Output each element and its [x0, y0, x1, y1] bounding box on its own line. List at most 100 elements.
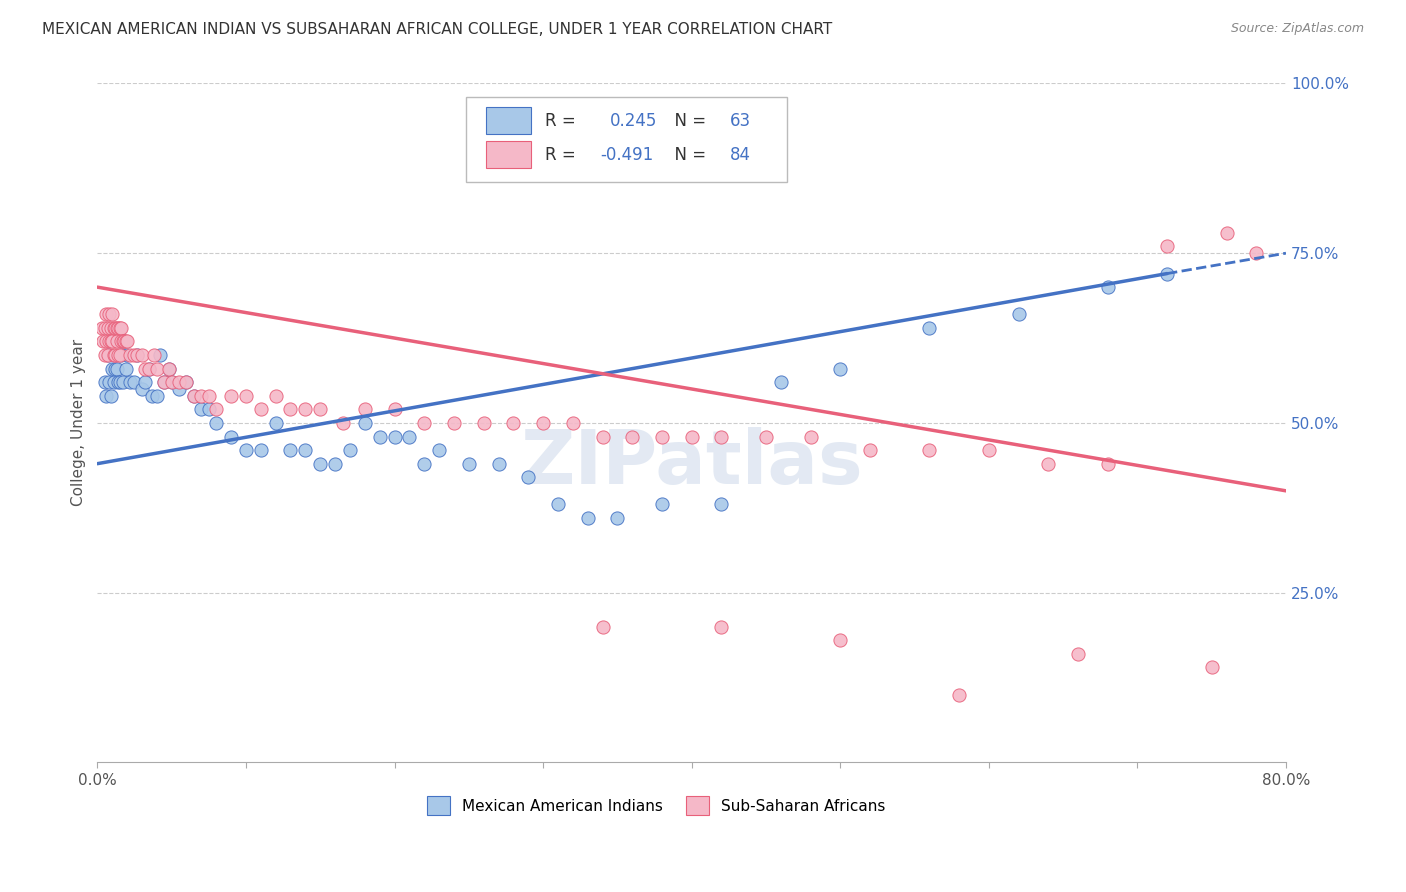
Point [488, 457, 510, 471]
Point [105, 321, 128, 335]
FancyBboxPatch shape [465, 97, 787, 182]
Text: 63: 63 [730, 112, 751, 129]
Point [124, 348, 146, 362]
Point [94, 321, 117, 335]
Point [517, 470, 540, 484]
Point [413, 416, 436, 430]
Point [859, 443, 882, 458]
Point [138, 361, 160, 376]
Text: Source: ZipAtlas.com: Source: ZipAtlas.com [1230, 22, 1364, 36]
Point [101, 361, 124, 376]
Point [1201, 660, 1223, 674]
FancyBboxPatch shape [486, 141, 531, 169]
Point [205, 416, 228, 430]
Point [918, 321, 941, 335]
Point [167, 382, 190, 396]
Point [830, 633, 852, 648]
Point [219, 429, 242, 443]
Point [249, 402, 271, 417]
Point [755, 429, 778, 443]
Point [219, 389, 242, 403]
Point [101, 307, 124, 321]
Point [160, 375, 183, 389]
Point [103, 375, 125, 389]
Point [235, 389, 257, 403]
Point [384, 402, 406, 417]
Point [114, 361, 136, 376]
Point [1067, 647, 1090, 661]
Point [104, 321, 127, 335]
Point [183, 389, 205, 403]
Point [104, 361, 127, 376]
Point [108, 375, 131, 389]
Point [131, 348, 153, 362]
Point [190, 389, 212, 403]
Point [146, 361, 169, 376]
Point [100, 321, 122, 335]
Point [1097, 280, 1119, 294]
Point [141, 389, 163, 403]
Point [280, 402, 302, 417]
Point [176, 375, 198, 389]
Point [264, 416, 287, 430]
Point [353, 402, 375, 417]
Point [100, 334, 122, 349]
Point [176, 375, 198, 389]
Point [249, 443, 271, 458]
Point [681, 429, 703, 443]
Point [830, 361, 852, 376]
Point [651, 497, 673, 511]
FancyBboxPatch shape [486, 107, 531, 135]
Point [427, 443, 450, 458]
Text: R =: R = [546, 112, 586, 129]
Point [101, 334, 124, 349]
Point [96, 307, 118, 321]
Point [472, 416, 495, 430]
Point [799, 429, 821, 443]
Text: -0.491: -0.491 [600, 145, 654, 164]
Point [112, 334, 135, 349]
Point [142, 348, 165, 362]
Point [576, 511, 599, 525]
Point [103, 321, 125, 335]
Point [98, 334, 121, 349]
Point [107, 321, 129, 335]
Text: 0.245: 0.245 [610, 112, 657, 129]
Point [413, 457, 436, 471]
Point [1156, 267, 1178, 281]
Point [561, 416, 583, 430]
Text: MEXICAN AMERICAN INDIAN VS SUBSAHARAN AFRICAN COLLEGE, UNDER 1 YEAR CORRELATION : MEXICAN AMERICAN INDIAN VS SUBSAHARAN AF… [42, 22, 832, 37]
Point [146, 389, 169, 403]
Point [235, 443, 257, 458]
Point [294, 402, 316, 417]
Point [118, 375, 141, 389]
Point [110, 334, 132, 349]
Point [127, 348, 149, 362]
Point [124, 375, 146, 389]
Point [153, 375, 176, 389]
Point [157, 361, 180, 376]
Point [190, 402, 212, 417]
Point [157, 361, 180, 376]
Point [948, 688, 970, 702]
Point [457, 457, 479, 471]
Point [127, 348, 149, 362]
Point [107, 348, 129, 362]
Point [91, 334, 114, 349]
Text: R =: R = [546, 145, 582, 164]
Point [323, 457, 346, 471]
Text: ZIPatlas: ZIPatlas [520, 427, 863, 500]
Point [114, 334, 136, 349]
Point [134, 375, 156, 389]
Point [153, 375, 176, 389]
Point [1038, 457, 1060, 471]
Text: N =: N = [664, 112, 711, 129]
Point [97, 321, 120, 335]
Point [94, 375, 117, 389]
Point [332, 416, 354, 430]
Point [167, 375, 190, 389]
Legend: Mexican American Indians, Sub-Saharan Africans: Mexican American Indians, Sub-Saharan Af… [419, 789, 893, 822]
Point [111, 334, 134, 349]
Point [205, 402, 228, 417]
Point [1244, 246, 1267, 260]
